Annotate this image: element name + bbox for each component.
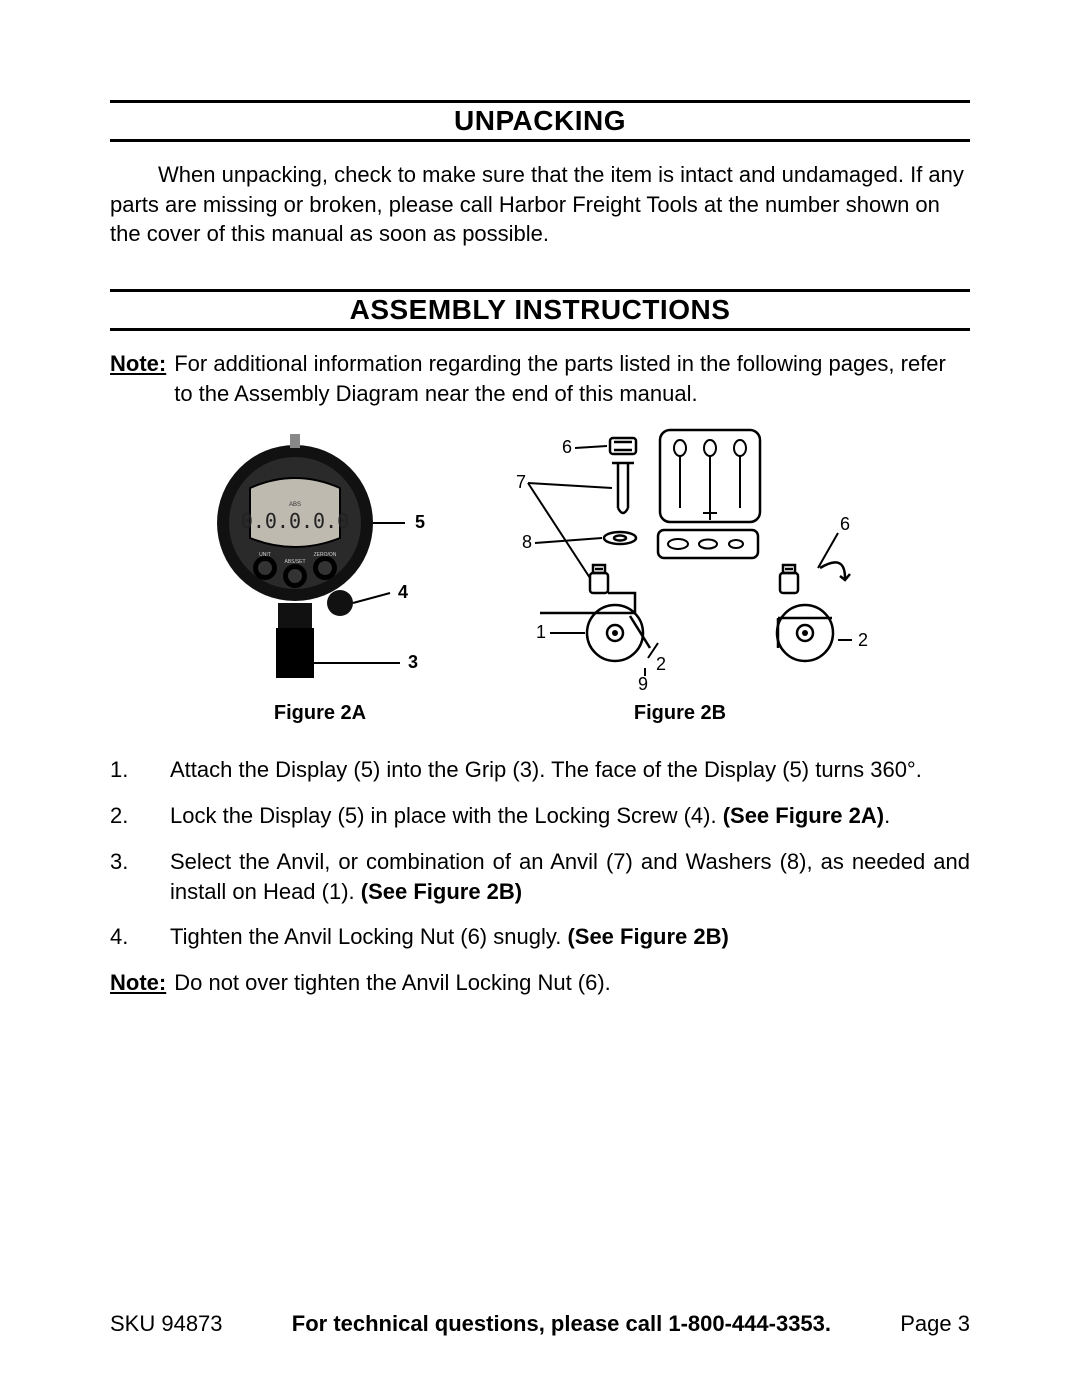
svg-text:6: 6 — [840, 514, 850, 534]
figure-2b: 6 7 8 1 2 9 2 6 Figure 2B — [480, 418, 880, 725]
footer-phone: For technical questions, please call 1-8… — [292, 1311, 831, 1337]
step-number: 3. — [110, 847, 170, 906]
step-text: Tighten the Anvil Locking Nut (6) snugly… — [170, 922, 970, 952]
footer-page: Page 3 — [900, 1311, 970, 1337]
step-number: 1. — [110, 755, 170, 785]
unpacking-paragraph: When unpacking, check to make sure that … — [110, 160, 970, 249]
note-label: Note: — [110, 349, 166, 408]
svg-text:UNIT: UNIT — [259, 552, 271, 558]
step-1: 1. Attach the Display (5) into the Grip … — [110, 755, 970, 785]
figure-2b-svg: 6 7 8 1 2 9 2 6 — [480, 418, 880, 698]
assembly-note: Note: For additional information regardi… — [110, 349, 970, 408]
step-text: Select the Anvil, or combination of an A… — [170, 847, 970, 906]
svg-text:ZERO/ON: ZERO/ON — [314, 552, 337, 558]
step-text: Lock the Display (5) in place with the L… — [170, 801, 970, 831]
assembly-steps: 1. Attach the Display (5) into the Grip … — [110, 755, 970, 951]
svg-text:9: 9 — [638, 674, 648, 694]
svg-text:8: 8 — [522, 532, 532, 552]
step-number: 4. — [110, 922, 170, 952]
section-title-assembly: ASSEMBLY INSTRUCTIONS — [110, 289, 970, 331]
svg-text:7: 7 — [516, 472, 526, 492]
svg-text:3: 3 — [408, 652, 418, 672]
step-3: 3. Select the Anvil, or combination of a… — [110, 847, 970, 906]
footer-sku: SKU 94873 — [110, 1311, 223, 1337]
note-body: Do not over tighten the Anvil Locking Nu… — [174, 968, 611, 998]
svg-text:6: 6 — [562, 437, 572, 457]
svg-text:4: 4 — [398, 582, 408, 602]
step-2: 2. Lock the Display (5) in place with th… — [110, 801, 970, 831]
note-body: For additional information regarding the… — [174, 349, 970, 408]
svg-text:5: 5 — [415, 512, 425, 532]
note-label: Note: — [110, 968, 166, 998]
figure-2a: ABS 0.0.0.0.0 UNIT ABS/SET ZERO/ON — [200, 428, 440, 725]
section-title-unpacking: UNPACKING — [110, 100, 970, 142]
figures-row: ABS 0.0.0.0.0 UNIT ABS/SET ZERO/ON — [110, 418, 970, 725]
step-4: 4. Tighten the Anvil Locking Nut (6) snu… — [110, 922, 970, 952]
figure-2b-caption: Figure 2B — [480, 702, 880, 725]
figure-2a-svg: ABS 0.0.0.0.0 UNIT ABS/SET ZERO/ON — [200, 428, 440, 698]
svg-text:2: 2 — [656, 654, 666, 674]
step-text: Attach the Display (5) into the Grip (3)… — [170, 755, 970, 785]
svg-text:ABS/SET: ABS/SET — [284, 559, 305, 565]
manual-page: UNPACKING When unpacking, check to make … — [0, 0, 1080, 1397]
svg-text:ABS: ABS — [289, 502, 301, 508]
svg-text:1: 1 — [536, 622, 546, 642]
svg-text:2: 2 — [858, 630, 868, 650]
assembly-note-2: Note: Do not over tighten the Anvil Lock… — [110, 968, 970, 998]
svg-text:0.0.0.0.0: 0.0.0.0.0 — [241, 509, 349, 533]
figure-2a-caption: Figure 2A — [200, 702, 440, 725]
page-footer: SKU 94873 For technical questions, pleas… — [110, 1311, 970, 1337]
step-number: 2. — [110, 801, 170, 831]
